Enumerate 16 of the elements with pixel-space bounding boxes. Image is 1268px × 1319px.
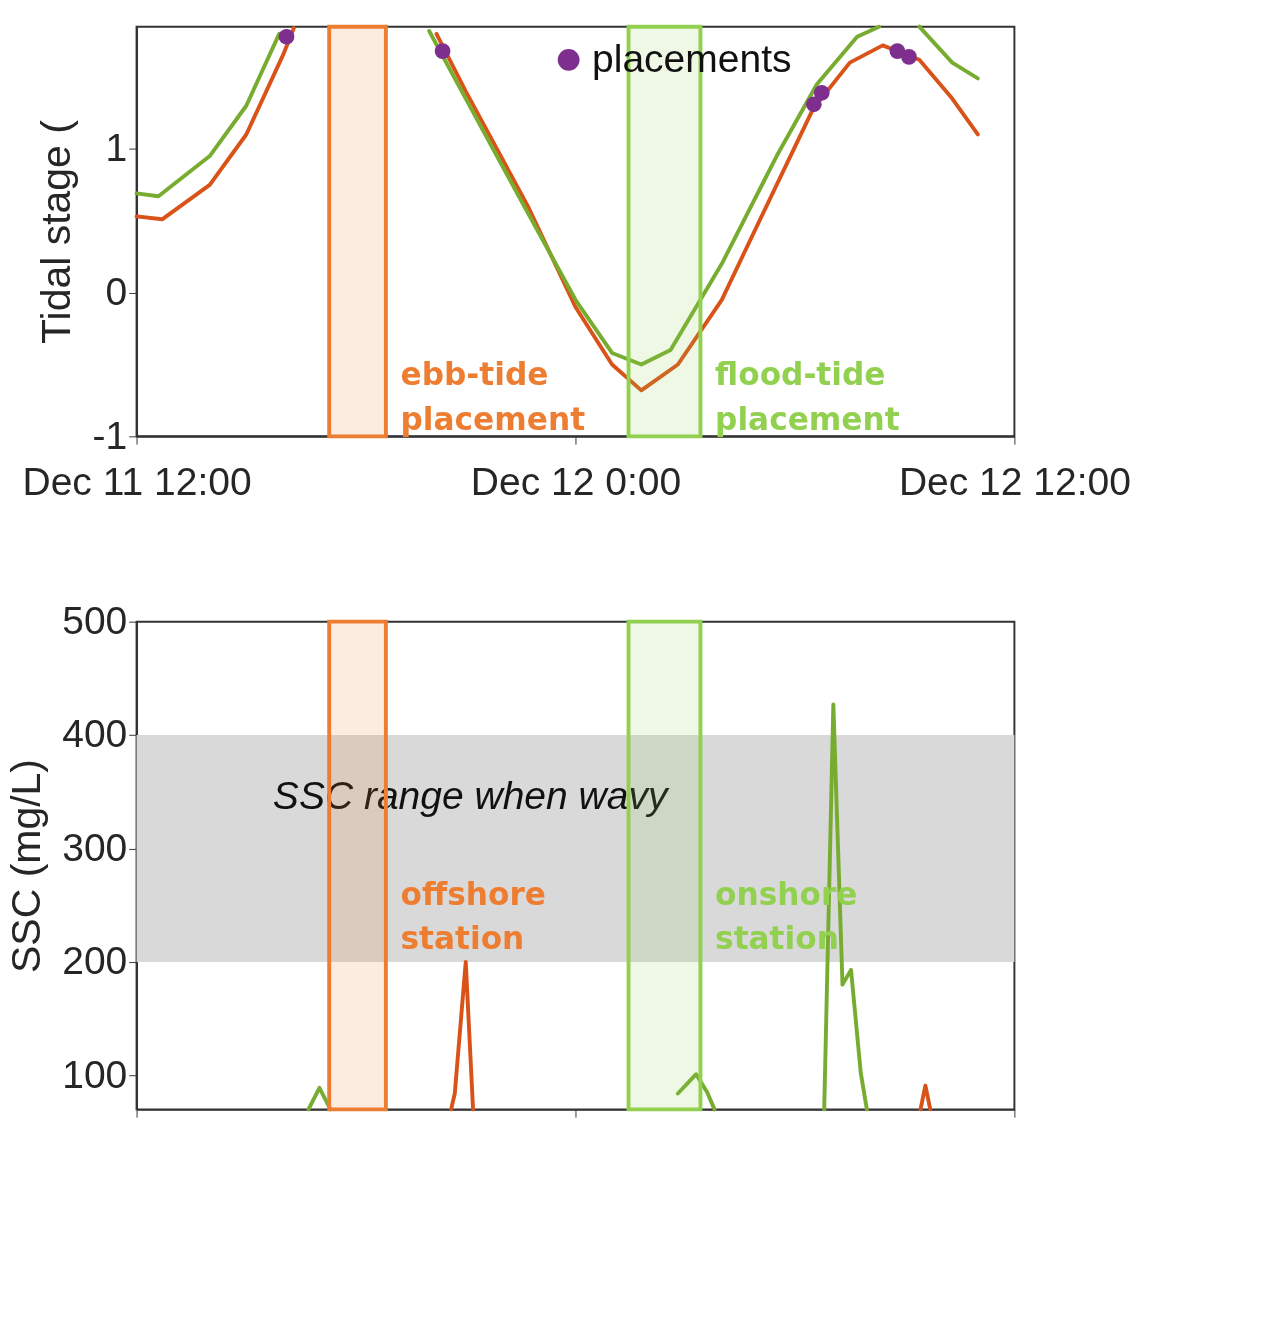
band-label: ebb-tide placement xyxy=(400,355,586,437)
x-tick-label: Dec 12 12:00 xyxy=(898,460,1131,504)
y-tick-label: 300 xyxy=(62,825,128,869)
band-label: offshore station xyxy=(400,875,547,957)
band-label: flood-tide placement xyxy=(715,355,900,437)
y-tick-label: 500 xyxy=(62,598,128,642)
x-tick-label: Dec 11 12:00 xyxy=(22,460,252,504)
y-axis-title: Tidal stage ( xyxy=(33,119,80,344)
y-tick-label: -1 xyxy=(92,413,128,457)
x-tick-label: Dec 12 0:00 xyxy=(470,460,682,504)
y-tick-label: 1 xyxy=(105,126,128,170)
y-axis-title: SSC (mg/L) xyxy=(2,759,49,973)
y-tick-label: 400 xyxy=(62,712,128,756)
y-tick-label: 200 xyxy=(62,939,128,983)
y-tick-label: 0 xyxy=(105,269,128,313)
y-tick-label: 100 xyxy=(62,1052,128,1096)
